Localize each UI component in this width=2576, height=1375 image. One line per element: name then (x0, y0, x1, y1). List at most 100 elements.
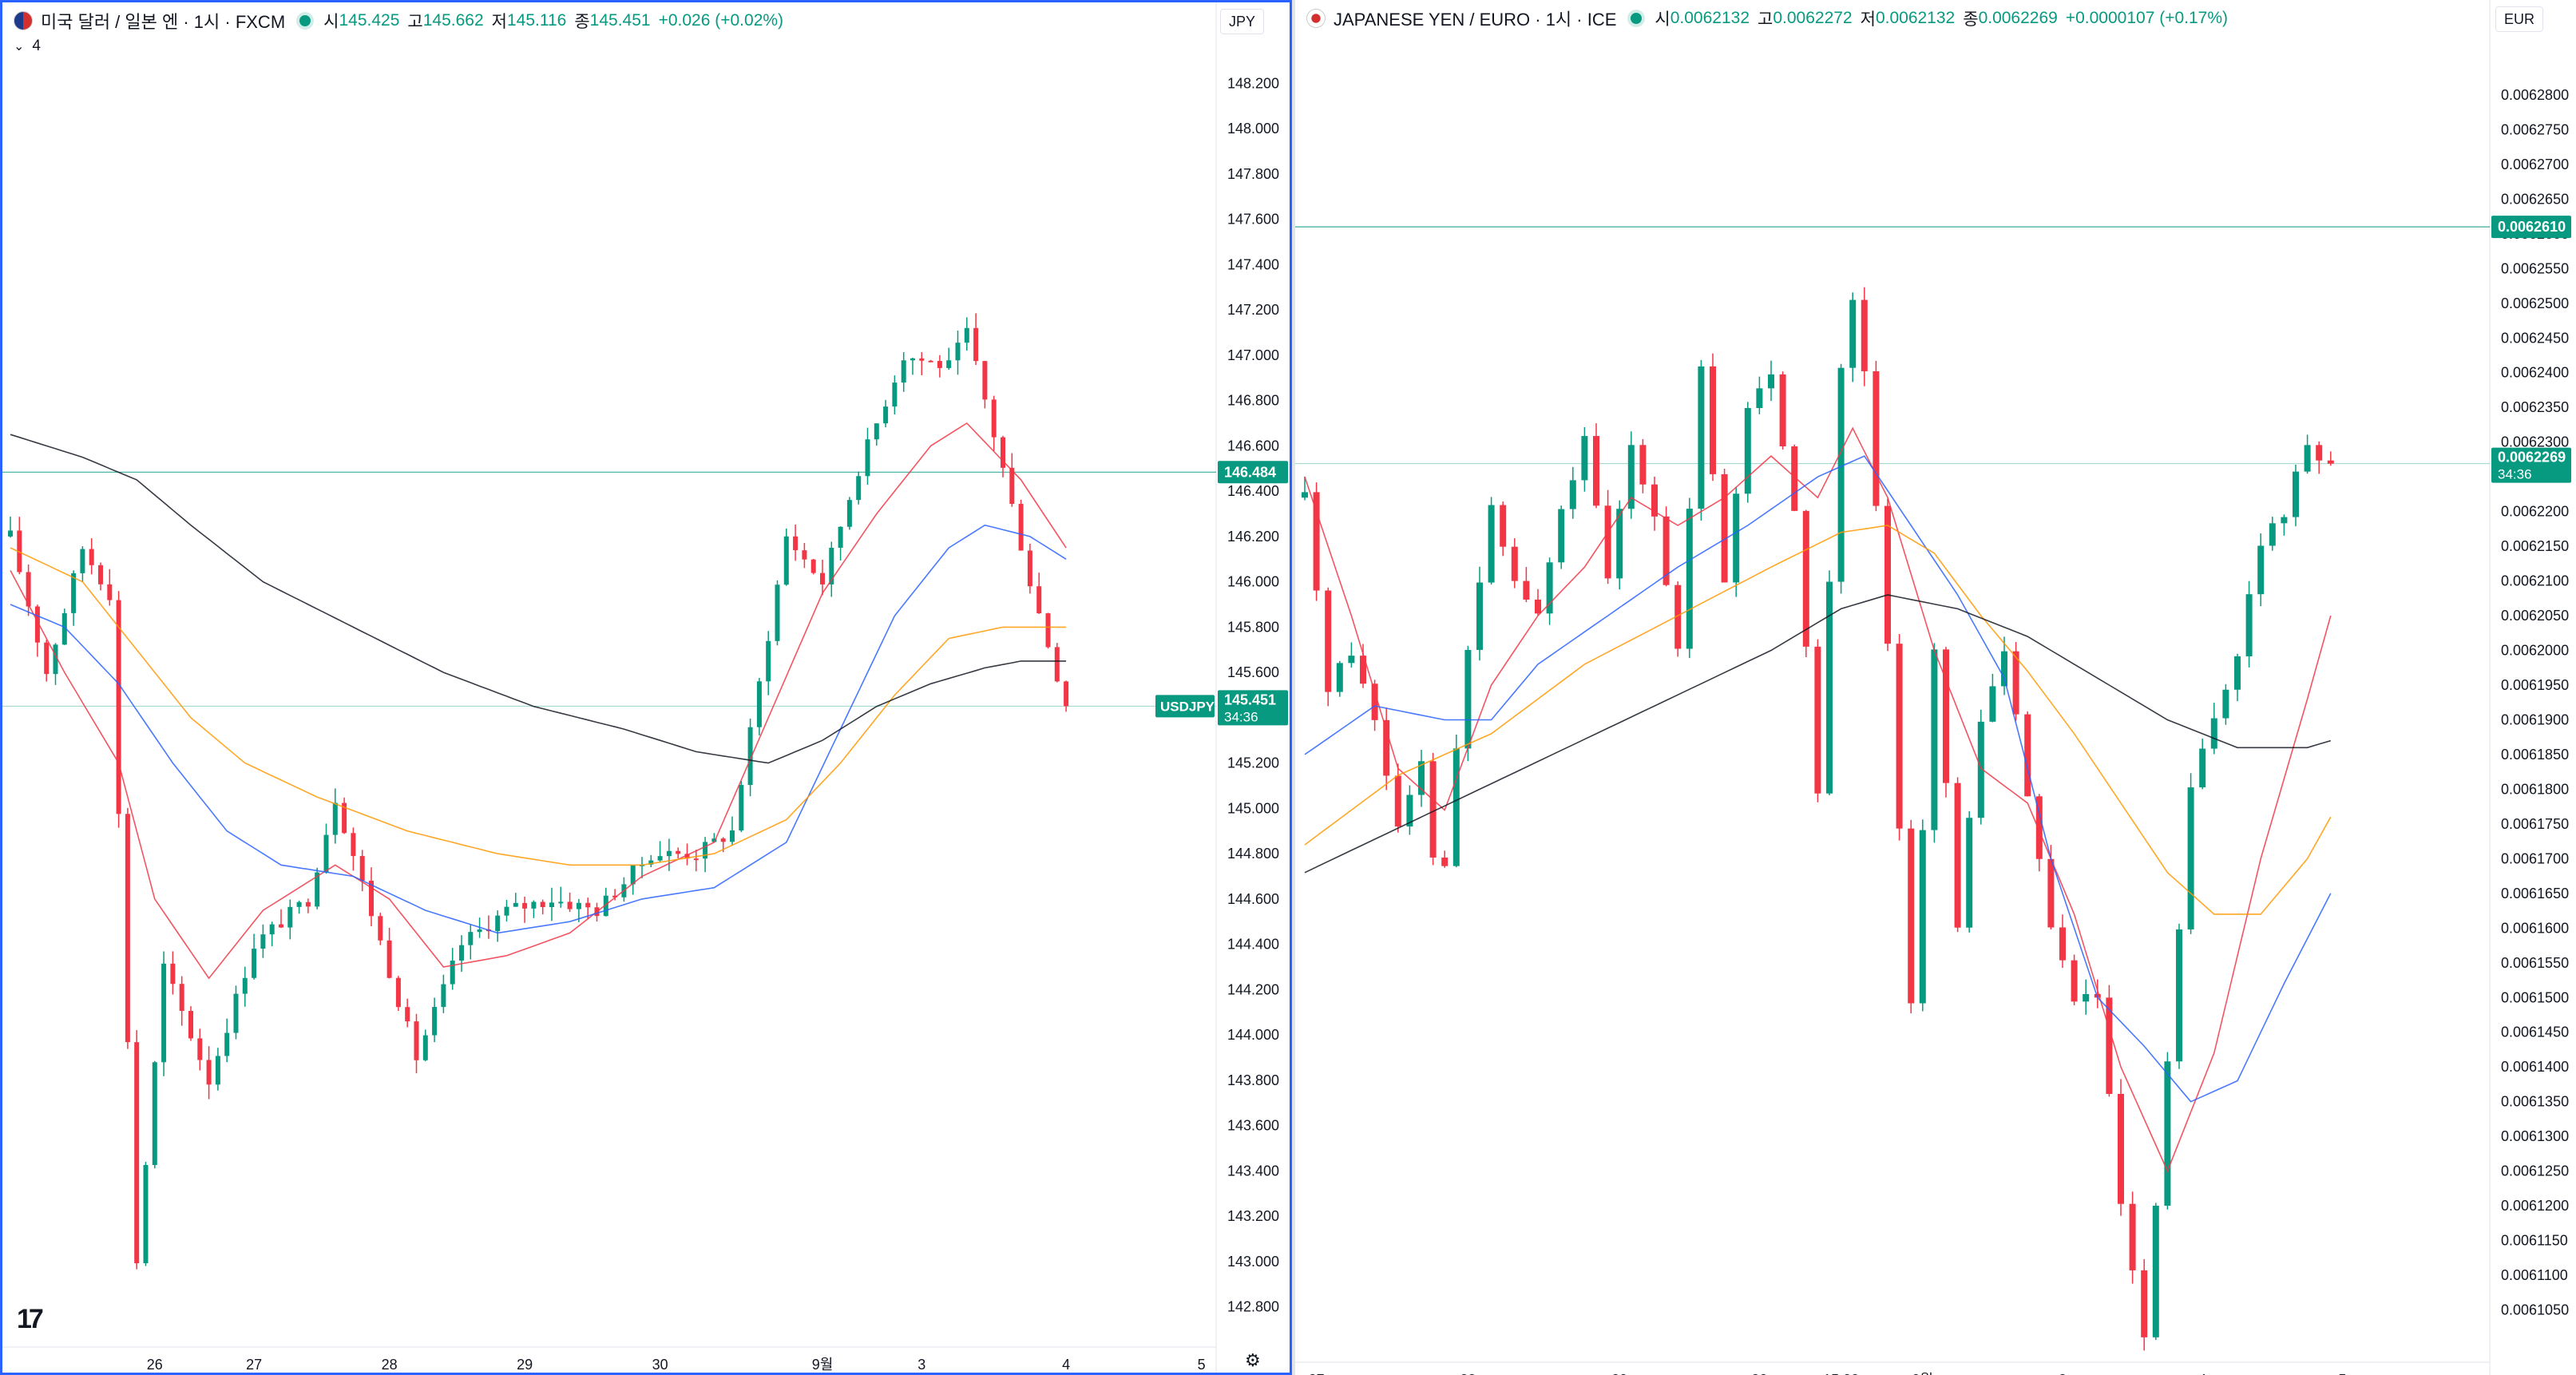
y-tick-label: 146.000 (1227, 574, 1279, 590)
candle-down (1943, 649, 1949, 783)
y-tick-label: 0.0061050 (2501, 1302, 2569, 1318)
hline-price-badge (1218, 461, 1288, 484)
usdjpy-candlestick-chart[interactable]: 142.800 143.000 143.200 143.400 143.600 143.8… (2, 2, 1290, 1373)
y-tick-label: 147.800 (1227, 166, 1279, 182)
y-tick-label: 0.0062450 (2501, 330, 2569, 346)
candle-up (1826, 581, 1833, 794)
candle-up (215, 1056, 220, 1085)
candle-up (323, 834, 329, 873)
open-label: 시 (323, 13, 339, 31)
tradingview-logo-icon[interactable]: 17 (17, 1304, 44, 1334)
indicator-toggle[interactable]: ⌄ 4 (14, 38, 41, 55)
candle-up (332, 802, 338, 835)
candle-down (1313, 492, 1320, 591)
pane-divider[interactable] (1292, 0, 1295, 1375)
candle-down (1721, 474, 1728, 583)
y-tick-label: 0.0062550 (2501, 260, 2569, 276)
y-tick-label: 0.0061750 (2501, 816, 2569, 832)
y-tick-label: 142.800 (1227, 1299, 1279, 1315)
candle-down (134, 1042, 140, 1263)
settings-gear-icon[interactable]: ⚙ (1245, 1350, 1261, 1370)
close-label: 종 (1963, 10, 1979, 29)
hline-price-badge (2491, 216, 2571, 239)
currency-badge[interactable]: EUR (2495, 6, 2544, 32)
candle-up (1733, 493, 1740, 583)
candle-up (730, 830, 735, 842)
high-label: 고 (1758, 10, 1773, 29)
candle-down (1604, 505, 1611, 579)
candle-down (359, 856, 365, 882)
candle-up (756, 681, 762, 727)
candle-down (17, 530, 22, 573)
candle-up (252, 949, 257, 978)
candle-down (188, 1011, 193, 1039)
candle-up (892, 382, 898, 407)
candle-up (477, 929, 482, 933)
y-tick-label: 144.600 (1227, 891, 1279, 907)
indicator-count: 4 (32, 38, 41, 54)
candle-up (2222, 689, 2229, 719)
candle-up (657, 856, 663, 861)
candle-up (783, 536, 789, 585)
candle-down (2024, 714, 2031, 797)
ma-mid-line (10, 524, 1067, 934)
candle-up (1452, 748, 1460, 866)
candle-down (540, 901, 545, 907)
candle-up (1569, 480, 1576, 509)
candle-down (1814, 646, 1821, 794)
high-value: 0.0062272 (1773, 9, 1853, 27)
candle-up (1837, 367, 1845, 582)
candle-down (1383, 719, 1390, 776)
candle-up (630, 865, 636, 885)
y-tick-label: 0.0061400 (2501, 1059, 2569, 1075)
candle-up (558, 901, 564, 904)
last-price-text: 145.451 (1224, 691, 1276, 707)
candle-up (1744, 408, 1751, 494)
y-tick-label: 146.600 (1227, 438, 1279, 454)
candle-up (287, 906, 293, 928)
candle-down (793, 536, 799, 551)
candle-down (116, 600, 121, 814)
y-tick-label: 0.0061200 (2501, 1198, 2569, 1214)
candle-up (2304, 445, 2311, 472)
candle-up (1698, 366, 1705, 509)
candle-down (1779, 374, 1786, 447)
candle-up (838, 526, 843, 549)
candle-up (8, 530, 13, 537)
candle-down (1535, 599, 1541, 614)
candle-up (2245, 594, 2253, 656)
x-tick-label: 29 (1611, 1372, 1627, 1375)
candle-up (242, 977, 248, 994)
candle-up (1581, 436, 1588, 481)
symbol-title[interactable]: 미국 달러 / 일본 엔 · 1시 · FXCM (41, 12, 286, 32)
y-tick-label: 0.0062200 (2501, 504, 2569, 520)
candle-up (1476, 582, 1483, 650)
candle-up (2234, 656, 2241, 690)
y-tick-label: 0.0061800 (2501, 781, 2569, 797)
currency-badge[interactable]: JPY (1220, 9, 1265, 34)
x-tick-label: 9월 (812, 1357, 834, 1373)
usdjpy-chart-pane[interactable]: 미국 달러 / 일본 엔 · 1시 · FXCM 시 145.425 고 145.6… (0, 0, 1292, 1375)
jpyeur-chart-pane[interactable]: JAPANESE YEN / EURO · 1시 · ICE 시 0.006213… (1295, 0, 2576, 1375)
high-label: 고 (407, 13, 423, 31)
y-tick-label: 0.0061600 (2501, 920, 2569, 936)
close-label: 종 (574, 13, 590, 31)
countdown-text: 34:36 (2498, 467, 2532, 482)
x-tick-label: 4 (1062, 1357, 1070, 1373)
candle-down (386, 940, 392, 978)
symbol-title[interactable]: JAPANESE YEN / EURO · 1시 · ICE (1334, 10, 1617, 30)
y-tick-label: 143.000 (1227, 1254, 1279, 1270)
candle-up (233, 993, 239, 1033)
candle-up (2187, 787, 2194, 929)
candle-down (820, 573, 825, 584)
candle-down (197, 1038, 203, 1060)
candle-up (80, 549, 85, 573)
y-tick-label: 0.0061850 (2501, 747, 2569, 763)
candle-down (1441, 857, 1449, 866)
ma-fast-line (1304, 426, 2332, 1173)
jpyeur-candlestick-chart[interactable]: 0.0061050 0.0061100 0.0061150 0.0061200 0.00… (1295, 0, 2576, 1375)
candle-down (1873, 370, 1880, 506)
candle-down (1523, 581, 1530, 600)
candle-down (2316, 445, 2323, 461)
y-tick-label: 0.0061250 (2501, 1163, 2569, 1179)
